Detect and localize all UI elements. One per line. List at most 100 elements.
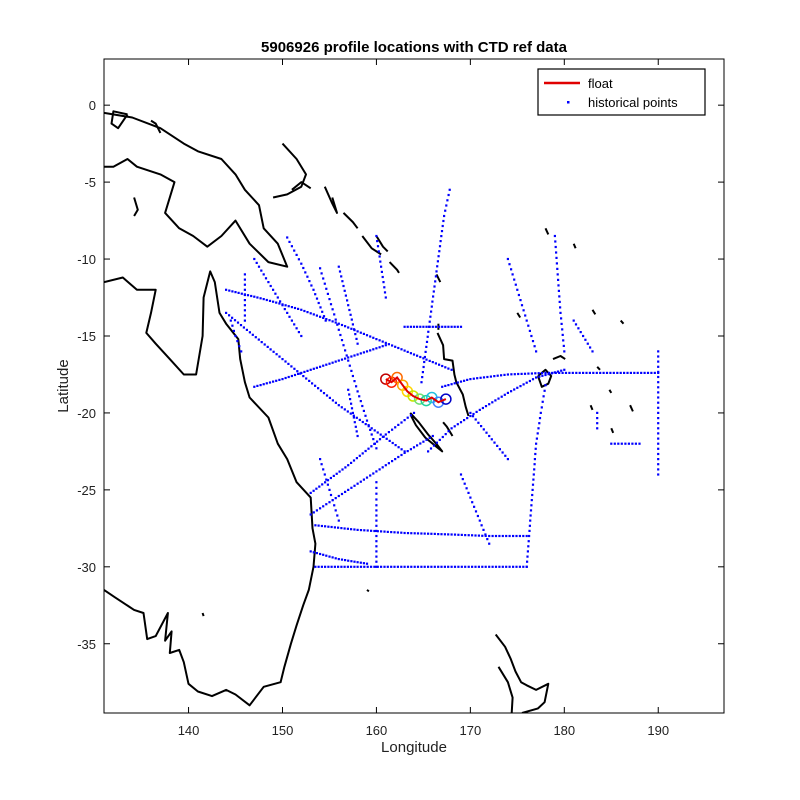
historical-point-715 xyxy=(267,281,270,284)
historical-point-64 xyxy=(425,358,428,361)
historical-point-531 xyxy=(423,360,426,364)
historical-point-93 xyxy=(284,360,287,363)
historical-point-659 xyxy=(657,401,660,404)
historical-point-363 xyxy=(467,534,470,537)
historical-point-36 xyxy=(337,322,340,325)
historical-point-376 xyxy=(512,534,515,538)
coastline-4 xyxy=(150,119,162,134)
historical-point-328 xyxy=(350,528,353,531)
historical-point-214 xyxy=(425,438,428,441)
historical-point-540 xyxy=(429,315,432,318)
historical-point-551 xyxy=(436,260,439,263)
historical-point-395 xyxy=(531,493,534,497)
historical-point-445 xyxy=(534,372,537,375)
historical-point-159 xyxy=(331,361,334,364)
historical-point-253 xyxy=(314,565,317,568)
historical-point-191 xyxy=(353,484,356,487)
historical-point-875 xyxy=(528,329,531,332)
historical-point-749 xyxy=(348,308,351,312)
historical-point-783 xyxy=(504,454,507,457)
historical-point-95 xyxy=(290,365,293,368)
historical-point-505 xyxy=(497,397,500,400)
historical-point-838 xyxy=(320,463,323,466)
historical-point-587 xyxy=(351,374,354,378)
historical-point-724 xyxy=(288,315,291,318)
historical-point-590 xyxy=(356,390,359,393)
historical-point-88 xyxy=(269,348,272,351)
historical-point-748 xyxy=(347,304,350,307)
x-tick-label-5: 190 xyxy=(647,723,669,738)
historical-point-234 xyxy=(358,454,361,457)
historical-point-476 xyxy=(640,371,643,374)
historical-point-240 xyxy=(376,440,379,443)
historical-point-570 xyxy=(325,287,328,290)
historical-point-224 xyxy=(329,476,332,480)
historical-point-776 xyxy=(485,431,488,434)
historical-point-638 xyxy=(450,325,453,328)
historical-point-77 xyxy=(236,321,240,324)
historical-point-448 xyxy=(544,371,547,374)
historical-point-554 xyxy=(438,245,442,248)
historical-point-784 xyxy=(506,458,509,461)
historical-point-210 xyxy=(412,446,416,449)
historical-point-839 xyxy=(322,468,325,471)
historical-point-277 xyxy=(393,565,396,568)
historical-point-771 xyxy=(471,415,475,418)
coastline-28 xyxy=(589,404,594,411)
historical-point-146 xyxy=(290,374,293,378)
historical-point-607 xyxy=(295,253,298,256)
historical-point-105 xyxy=(319,389,323,392)
historical-point-751 xyxy=(350,318,353,321)
historical-point-166 xyxy=(353,354,356,357)
historical-point-151 xyxy=(306,369,309,372)
historical-point-435 xyxy=(500,374,503,377)
historical-point-507 xyxy=(503,393,506,396)
historical-point-407 xyxy=(536,432,539,435)
historical-point-491 xyxy=(453,425,456,428)
historical-point-854 xyxy=(350,407,354,410)
historical-point-420 xyxy=(450,383,453,386)
historical-point-471 xyxy=(623,371,626,374)
historical-point-614 xyxy=(310,284,313,287)
historical-point-165 xyxy=(350,355,353,358)
historical-point-660 xyxy=(657,406,660,409)
historical-point-278 xyxy=(396,565,399,568)
historical-point-265 xyxy=(353,565,356,568)
historical-point-369 xyxy=(488,534,491,538)
historical-point-38 xyxy=(344,325,347,328)
historical-point-229 xyxy=(344,466,347,469)
historical-point-566 xyxy=(319,267,322,270)
historical-point-842 xyxy=(326,483,329,486)
historical-point-353 xyxy=(433,532,436,535)
historical-point-315 xyxy=(522,565,525,568)
historical-point-735 xyxy=(243,299,246,302)
historical-point-90 xyxy=(275,353,278,356)
historical-point-49 xyxy=(378,339,381,342)
historical-point-76 xyxy=(233,319,237,322)
historical-point-569 xyxy=(323,282,326,285)
historical-point-726 xyxy=(293,323,296,326)
historical-point-434 xyxy=(496,374,499,377)
historical-point-122 xyxy=(370,427,373,430)
legend-box xyxy=(537,68,706,116)
historical-point-616 xyxy=(314,293,317,296)
historical-point-148 xyxy=(297,372,300,375)
y-tick-label-0: 0 xyxy=(89,98,96,113)
coastline-3 xyxy=(110,110,129,130)
historical-point-800 xyxy=(356,561,359,564)
historical-point-827 xyxy=(471,501,474,504)
coastline-13 xyxy=(435,273,442,283)
historical-point-529 xyxy=(421,371,424,374)
historical-point-284 xyxy=(416,565,420,568)
historical-point-775 xyxy=(482,428,485,431)
historical-point-557 xyxy=(440,230,444,233)
historical-point-181 xyxy=(322,505,325,508)
historical-point-576 xyxy=(334,318,337,321)
historical-point-778 xyxy=(490,438,493,441)
historical-point-630 xyxy=(425,325,428,328)
historical-point-578 xyxy=(337,328,340,331)
historical-point-2 xyxy=(231,290,234,293)
historical-point-833 xyxy=(482,528,485,531)
historical-point-768 xyxy=(383,291,387,294)
historical-point-258 xyxy=(330,565,333,568)
